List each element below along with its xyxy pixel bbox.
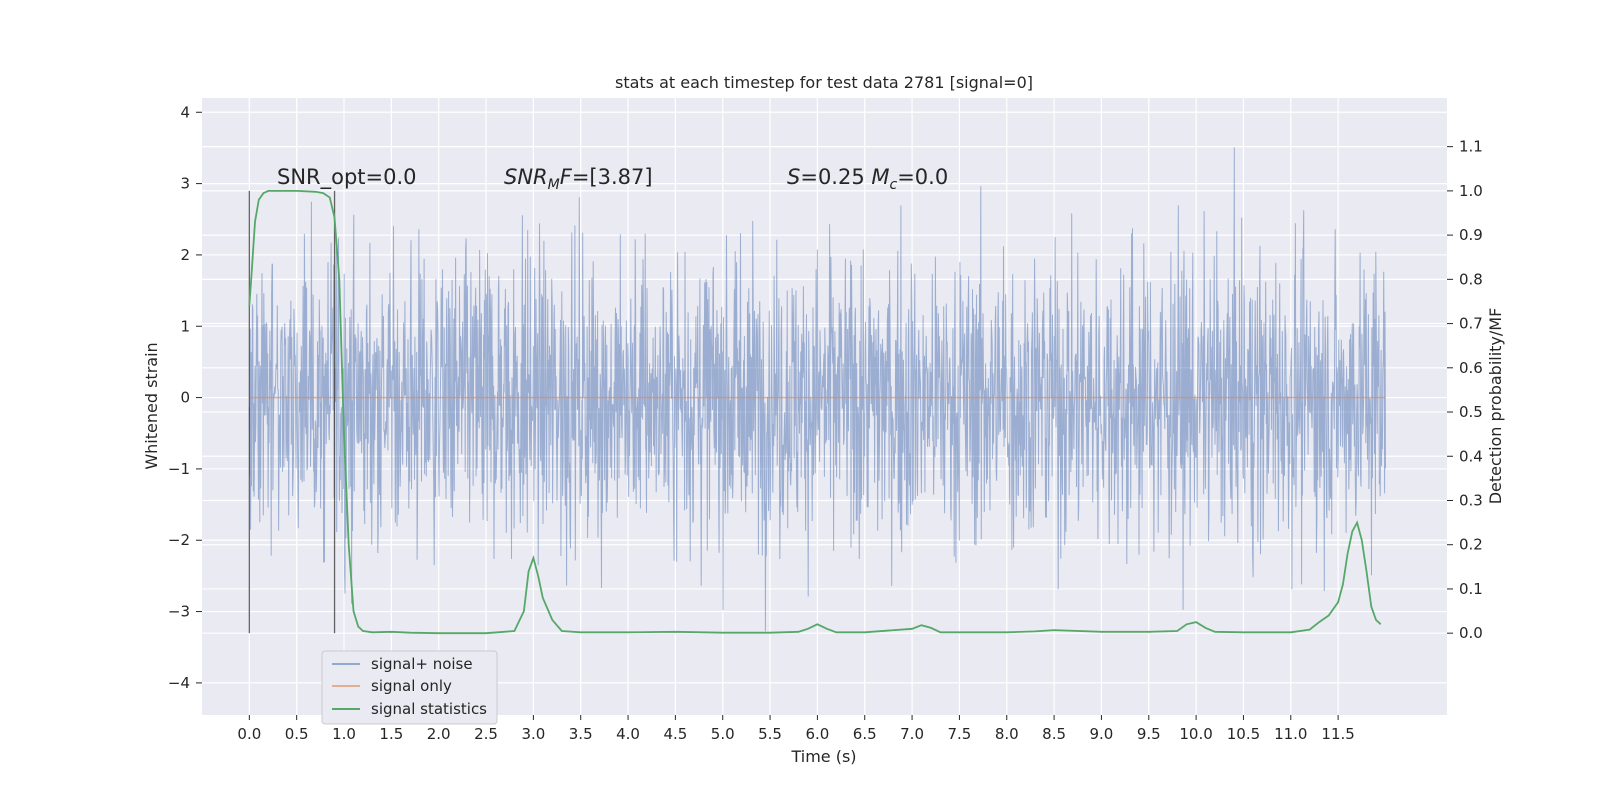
y-tick-label-6: 2 [180,246,190,264]
y-tick-label-0: −4 [168,674,190,692]
x-tick-label-5: 2.5 [474,725,498,743]
x-tick-label-13: 6.5 [853,725,877,743]
signal-statistics-line [248,190,1382,635]
x-tick-label-9: 4.5 [663,725,687,743]
signal-statistics-series [248,190,1382,635]
x-axis-ticks: 0.0 0.5 1.0 1.5 2.0 2.5 3.0 3.5 4.0 4.5 5.0 5.5 6.0 6… [237,715,1355,743]
x-tick-label-8: 4.0 [616,725,640,743]
x-tick-label-2: 1.0 [332,725,356,743]
annotation-s-mc: S=0.25 Mc=0.0 [787,165,948,193]
x-tick-label-0: 0.0 [237,725,261,743]
y-tick-label-8: 4 [180,103,190,121]
y-tick-label-2: −2 [168,531,190,549]
y2-axis-ticks: 0.0 0.1 0.2 0.3 0.4 0.5 0.6 0.7 0.8 0.9 1.0 1.1 [1447,138,1483,642]
x-tick-label-18: 9.0 [1090,725,1114,743]
x-tick-label-12: 6.0 [805,725,829,743]
annotation-snr-opt: SNR_opt=0.0 [277,165,417,190]
x-tick-label-20: 10.0 [1179,725,1212,743]
vertical-markers [248,190,336,634]
legend-label-signal-statistics: signal statistics [371,700,487,718]
legend-box [321,650,498,725]
y2-tick-label-1: 0.1 [1459,580,1483,598]
x-axis-label: Time (s) [790,747,856,766]
y-axis-ticks: −4 −3 −2 −1 0 1 2 3 4 [168,103,202,692]
y2-tick-label-7: 0.7 [1459,315,1483,333]
annotation-snr-mf: SNRMF=[3.87] [504,165,653,193]
x-tick-label-21: 10.5 [1227,725,1260,743]
x-tick-label-17: 8.5 [1042,725,1066,743]
x-tick-label-1: 0.5 [285,725,309,743]
y2-tick-label-10: 1.0 [1459,182,1483,200]
x-tick-label-3: 1.5 [379,725,403,743]
x-tick-label-6: 3.0 [521,725,545,743]
y2-tick-label-2: 0.2 [1459,536,1483,554]
y2-tick-label-8: 0.8 [1459,270,1483,288]
legend-label-signal-only: signal only [371,677,452,695]
x-tick-label-4: 2.0 [427,725,451,743]
x-tick-label-23: 11.5 [1321,725,1354,743]
y-tick-label-7: 3 [180,175,190,193]
y2-tick-label-6: 0.6 [1459,359,1483,377]
y2-axis-label: Detection probability/MF [1486,308,1505,505]
y-tick-label-3: −1 [168,460,190,478]
x-tick-label-7: 3.5 [569,725,593,743]
y-axis-label: Whitened strain [142,342,161,469]
y-tick-label-4: 0 [180,389,190,407]
x-tick-label-15: 7.5 [947,725,971,743]
y2-tick-label-4: 0.4 [1459,447,1483,465]
chart-title: stats at each timestep for test data 278… [615,73,1033,92]
signal-noise-line [248,147,1386,632]
legend: signal+ noise signal only signal statist… [321,650,498,725]
y2-tick-label-11: 1.1 [1459,138,1483,156]
y2-tick-label-5: 0.5 [1459,403,1483,421]
y2-tick-label-3: 0.3 [1459,491,1483,509]
legend-label-signal-noise: signal+ noise [371,655,473,673]
y-tick-label-1: −3 [168,603,190,621]
x-tick-label-14: 7.0 [900,725,924,743]
signal-noise-series [248,147,1386,632]
x-tick-label-10: 5.0 [711,725,735,743]
y2-tick-label-9: 0.9 [1459,226,1483,244]
x-tick-label-16: 8.0 [995,725,1019,743]
x-tick-label-19: 9.5 [1137,725,1161,743]
x-tick-label-22: 11.0 [1274,725,1307,743]
x-tick-label-11: 5.5 [758,725,782,743]
y2-tick-label-0: 0.0 [1459,624,1483,642]
y-tick-label-5: 1 [180,317,190,335]
